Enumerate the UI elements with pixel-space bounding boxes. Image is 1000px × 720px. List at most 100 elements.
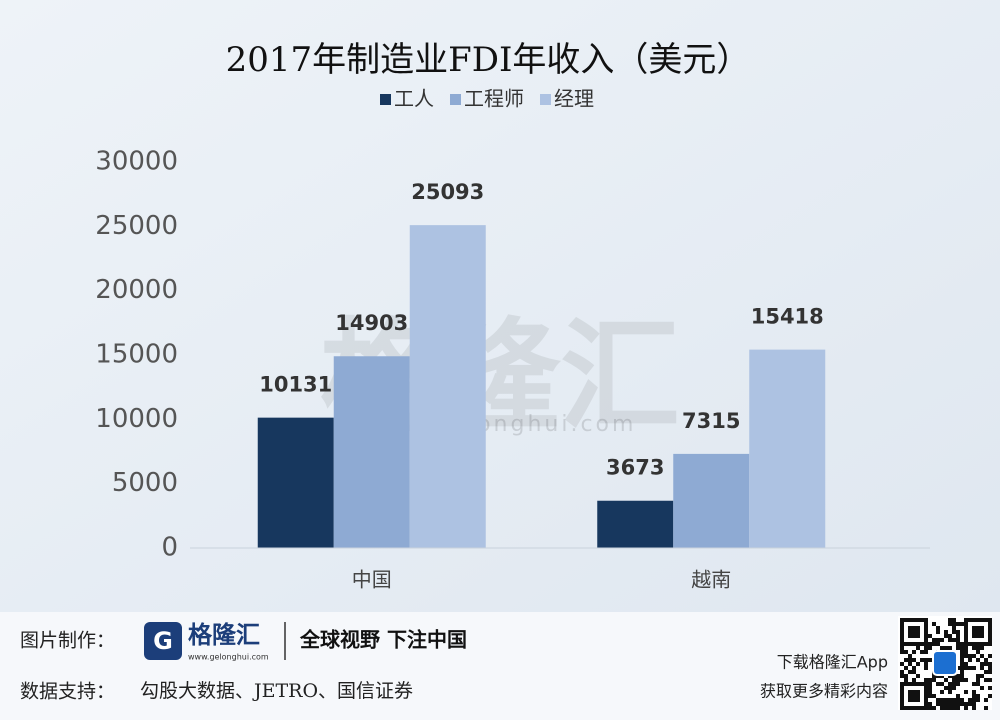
- qr-cell: [972, 618, 976, 622]
- qr-cell: [940, 702, 944, 706]
- qr-cell: [900, 642, 904, 646]
- qr-cell: [908, 662, 912, 666]
- source-text: 勾股大数据、JETRO、国信证券: [140, 680, 413, 702]
- qr-cell: [900, 674, 904, 678]
- qr-cell: [920, 618, 924, 622]
- qr-cell: [952, 638, 956, 642]
- qr-cell: [980, 626, 984, 630]
- qr-cell: [908, 642, 912, 646]
- bar: [597, 500, 674, 548]
- qr-cell: [920, 650, 924, 654]
- qr-cell: [968, 698, 972, 702]
- qr-cell: [964, 630, 968, 634]
- qr-cell: [924, 646, 928, 650]
- qr-cell: [932, 678, 936, 682]
- qr-cell: [948, 618, 952, 622]
- qr-cell: [928, 678, 932, 682]
- qr-cell: [976, 658, 980, 662]
- qr-cell: [944, 706, 948, 710]
- logo-icon: [144, 622, 182, 660]
- qr-cell: [960, 674, 964, 678]
- qr-cell: [948, 638, 952, 642]
- legend: 工人 工程师 经理: [380, 87, 594, 111]
- qr-cell: [916, 630, 920, 634]
- qr-cell: [988, 638, 992, 642]
- qr-cell: [912, 630, 916, 634]
- qr-cell: [912, 670, 916, 674]
- qr-cell: [924, 630, 928, 634]
- qr-cell: [964, 662, 968, 666]
- qr-cell: [912, 678, 916, 682]
- data-label: 15418: [751, 305, 824, 329]
- qr-cell: [956, 694, 960, 698]
- qr-cell: [972, 694, 976, 698]
- qr-cell: [956, 642, 960, 646]
- data-label: 25093: [411, 180, 484, 204]
- qr-cell: [960, 670, 964, 674]
- qr-cell: [940, 682, 944, 686]
- qr-cell: [984, 706, 988, 710]
- app-line-1: 下载格隆汇App: [777, 653, 888, 672]
- qr-cell: [972, 698, 976, 702]
- qr-cell: [980, 642, 984, 646]
- qr-cell: [980, 674, 984, 678]
- qr-cell: [956, 646, 960, 650]
- qr-cell: [936, 626, 940, 630]
- qr-cell: [908, 690, 912, 694]
- qr-cell: [908, 694, 912, 698]
- qr-cell: [964, 642, 968, 646]
- qr-cell: [904, 674, 908, 678]
- qr-cell: [952, 682, 956, 686]
- y-tick-label: 5000: [112, 468, 178, 498]
- qr-cell: [928, 658, 932, 662]
- qr-cell: [988, 622, 992, 626]
- qr-cell: [984, 678, 988, 682]
- source-label: 数据支持：: [20, 681, 115, 703]
- x-tick-label: 越南: [691, 568, 731, 592]
- qr-cell: [908, 626, 912, 630]
- qr-cell: [924, 638, 928, 642]
- qr-cell: [944, 702, 948, 706]
- qr-cell: [932, 642, 936, 646]
- qr-cell: [912, 706, 916, 710]
- qr-cell: [988, 634, 992, 638]
- qr-cell: [900, 702, 904, 706]
- qr-cell: [912, 694, 916, 698]
- qr-cell: [940, 638, 944, 642]
- qr-cell: [908, 634, 912, 638]
- qr-cell: [984, 642, 988, 646]
- y-tick-label: 25000: [95, 211, 178, 241]
- qr-cell: [912, 690, 916, 694]
- qr-cell: [988, 662, 992, 666]
- qr-cell: [980, 646, 984, 650]
- qr-cell: [900, 706, 904, 710]
- qr-cell: [988, 642, 992, 646]
- qr-cell: [924, 662, 928, 666]
- qr-cell: [972, 630, 976, 634]
- qr-cell: [900, 670, 904, 674]
- qr-cell: [916, 618, 920, 622]
- qr-cell: [924, 618, 928, 622]
- qr-cell: [956, 682, 960, 686]
- qr-cell: [908, 682, 912, 686]
- qr-cell: [964, 638, 968, 642]
- qr-cell: [900, 622, 904, 626]
- qr-cell: [960, 678, 964, 682]
- qr-cell: [924, 682, 928, 686]
- qr-cell: [940, 698, 944, 702]
- qr-cell: [980, 634, 984, 638]
- qr-cell: [948, 634, 952, 638]
- qr-cell: [916, 694, 920, 698]
- qr-cell: [924, 642, 928, 646]
- qr-cell: [904, 618, 908, 622]
- qr-cell: [916, 682, 920, 686]
- qr-cell: [936, 642, 940, 646]
- qr-cell: [976, 646, 980, 650]
- qr-cell: [984, 662, 988, 666]
- qr-cell: [956, 634, 960, 638]
- qr-cell: [932, 638, 936, 642]
- qr-cell: [960, 658, 964, 662]
- qr-cell: [972, 682, 976, 686]
- qr-cell: [948, 702, 952, 706]
